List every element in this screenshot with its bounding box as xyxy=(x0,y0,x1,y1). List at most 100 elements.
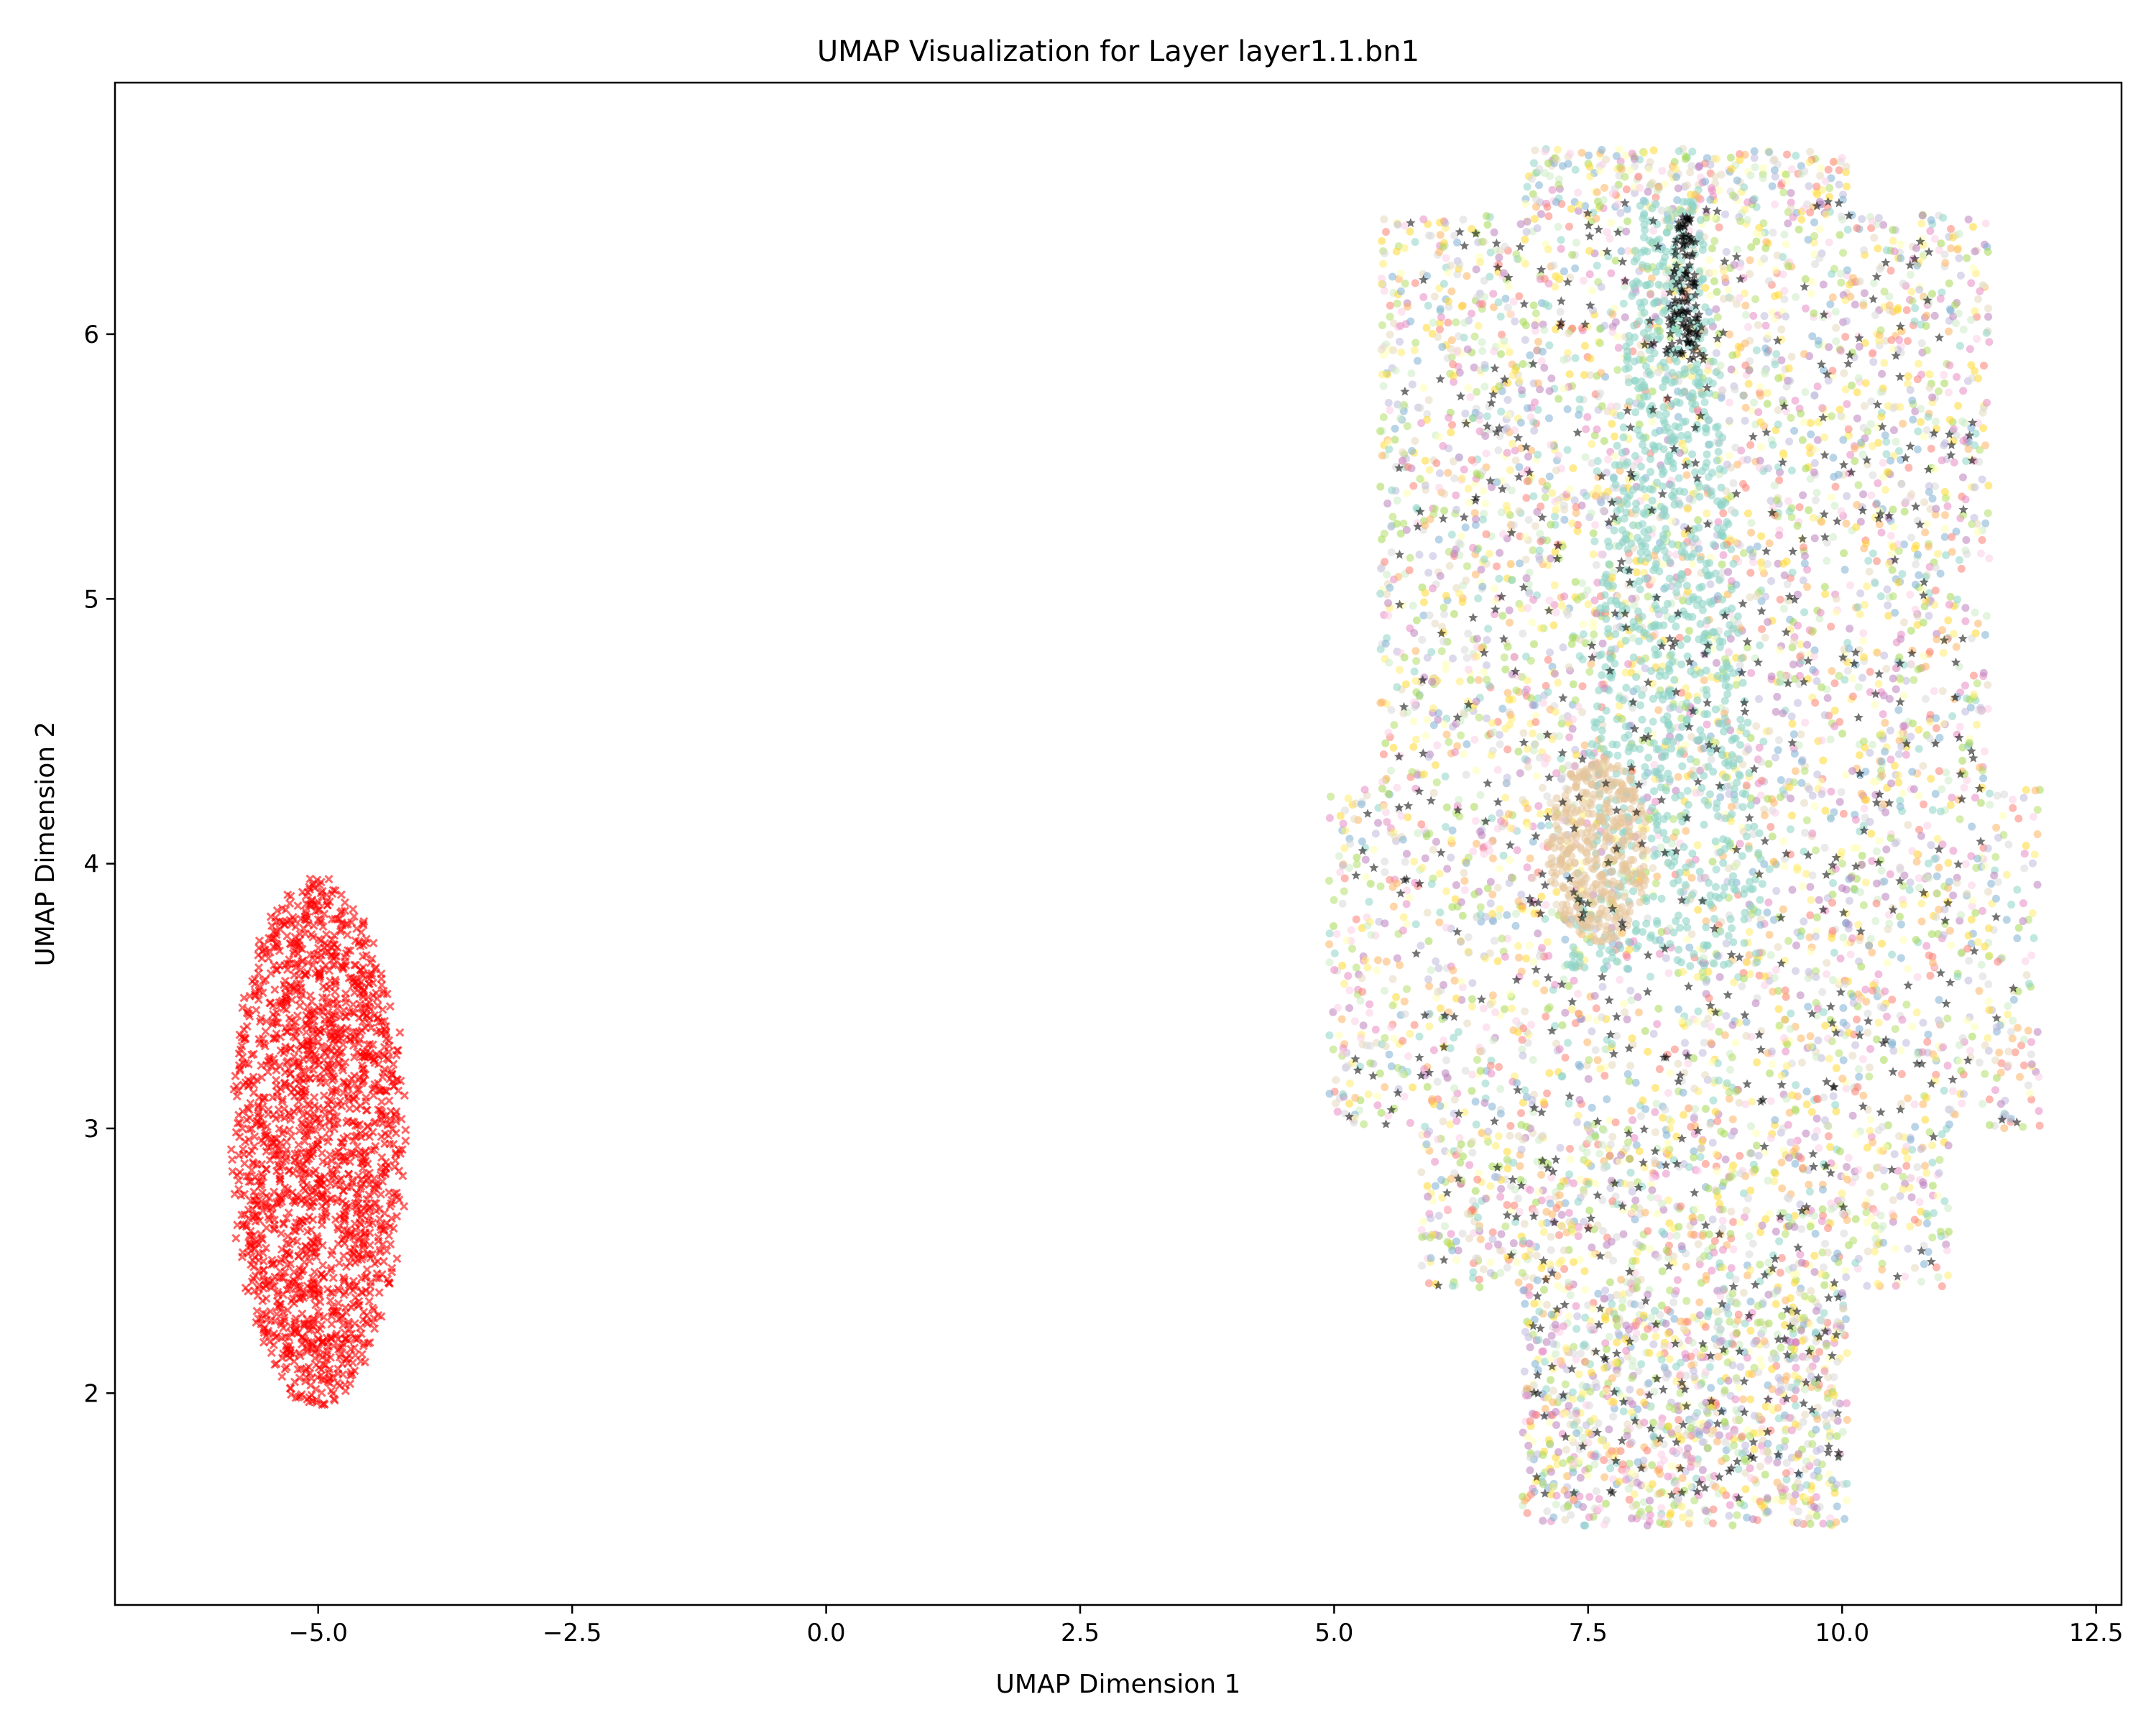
pastel-circle-point xyxy=(1835,798,1844,806)
pastel-circle-point xyxy=(1388,883,1397,891)
pastel-circle-point xyxy=(1736,1363,1745,1371)
pastel-circle-point xyxy=(1521,336,1529,344)
pastel-circle-point xyxy=(1523,404,1531,413)
pastel-circle-point xyxy=(1800,767,1809,776)
pastel-circle-point xyxy=(1401,280,1409,288)
red-x-point xyxy=(338,1066,348,1075)
pastel-circle-point xyxy=(1886,267,1895,275)
red-x-point xyxy=(311,1384,321,1394)
pastel-circle-point xyxy=(1726,1065,1734,1074)
pastel-circle-point xyxy=(1956,271,1965,280)
red-x-point xyxy=(234,1110,244,1120)
red-x-point xyxy=(328,960,338,970)
pastel-circle-point xyxy=(1827,493,1835,502)
pastel-circle-point xyxy=(2030,934,2038,942)
pastel-circle-point xyxy=(1765,727,1774,735)
pastel-circle-point xyxy=(1447,853,1455,862)
pastel-circle-point xyxy=(1836,954,1845,963)
pastel-circle-point xyxy=(1898,570,1907,579)
pastel-circle-point xyxy=(1880,359,1889,367)
red-x-point xyxy=(324,1116,333,1126)
pastel-circle-point xyxy=(1856,589,1865,598)
pastel-circle-point xyxy=(1766,951,1775,960)
red-x-point xyxy=(375,1214,384,1223)
pastel-circle-point xyxy=(1359,1021,1368,1030)
pastel-circle-point xyxy=(1353,853,1361,862)
pastel-circle-point xyxy=(1518,1269,1526,1277)
pastel-circle-point xyxy=(1911,580,1920,589)
pastel-circle-point xyxy=(1445,737,1453,746)
pastel-circle-point xyxy=(1938,626,1947,635)
pastel-circle-point xyxy=(1706,291,1715,300)
pastel-circle-point xyxy=(1746,256,1754,264)
pastel-circle-point xyxy=(1712,1150,1720,1159)
pastel-circle-point xyxy=(1922,1169,1931,1177)
pastel-circle-point xyxy=(1666,1511,1674,1519)
pastel-circle-point xyxy=(1634,1008,1643,1017)
red-x-point xyxy=(349,904,358,914)
pastel-circle-point xyxy=(1649,717,1657,726)
red-x-point xyxy=(364,1297,374,1306)
pastel-circle-point xyxy=(1820,843,1829,852)
pastel-circle-point xyxy=(1780,571,1789,579)
pastel-circle-point xyxy=(1919,618,1927,627)
pastel-circle-point xyxy=(1848,1111,1857,1120)
pastel-circle-point xyxy=(1452,1256,1461,1264)
red-x-point xyxy=(341,1058,350,1067)
pastel-circle-point xyxy=(1913,612,1922,620)
pastel-circle-point xyxy=(1753,542,1761,551)
pastel-circle-point xyxy=(1733,245,1741,254)
pastel-circle-point xyxy=(1708,244,1717,253)
pastel-circle-point xyxy=(1461,523,1470,532)
red-x-point xyxy=(244,1287,253,1296)
pastel-circle-point xyxy=(1981,441,1990,450)
pastel-circle-point xyxy=(1406,1118,1414,1127)
pastel-circle-point xyxy=(1819,756,1828,765)
pastel-circle-point xyxy=(1825,1054,1833,1063)
pastel-circle-point xyxy=(1971,1023,1979,1031)
pastel-circle-point xyxy=(1554,145,1562,154)
pastel-circle-point xyxy=(1928,393,1937,402)
pastel-circle-point xyxy=(1983,398,1991,407)
pastel-circle-point xyxy=(1583,1148,1591,1156)
pastel-circle-point xyxy=(1434,964,1443,972)
pastel-circle-point xyxy=(1473,293,1482,302)
pastel-circle-point xyxy=(1672,1231,1681,1240)
pastel-circle-point xyxy=(1649,1029,1658,1038)
pastel-circle-point xyxy=(1786,1294,1795,1302)
pastel-circle-point xyxy=(1352,963,1360,972)
pastel-circle-point xyxy=(1540,364,1549,372)
pastel-circle-point xyxy=(1746,1395,1755,1404)
pastel-circle-point xyxy=(1797,758,1806,766)
pastel-circle-point xyxy=(1704,1184,1713,1192)
pastel-circle-point xyxy=(1341,827,1350,835)
pastel-circle-point xyxy=(1864,1247,1872,1256)
pastel-circle-point xyxy=(1537,210,1545,218)
pastel-circle-point xyxy=(1364,1090,1373,1099)
pastel-circle-point xyxy=(1474,594,1483,603)
pastel-circle-point xyxy=(1482,1023,1491,1031)
red-x-point xyxy=(390,1162,400,1172)
pastel-circle-point xyxy=(1490,937,1498,945)
pastel-circle-point xyxy=(1812,846,1820,855)
pastel-circle-point xyxy=(1778,1184,1787,1192)
red-x-point xyxy=(294,1251,303,1261)
red-x-point xyxy=(371,1117,380,1127)
red-x-point xyxy=(279,1273,288,1283)
pastel-circle-point xyxy=(1874,1018,1883,1027)
pastel-circle-point xyxy=(1985,1006,1994,1014)
pastel-circle-point xyxy=(1787,413,1795,422)
red-x-point xyxy=(287,920,296,929)
red-x-point xyxy=(302,1128,311,1138)
pastel-circle-point xyxy=(1570,496,1579,505)
pastel-circle-point xyxy=(1607,218,1616,227)
pastel-circle-point xyxy=(1542,901,1550,909)
pastel-circle-point xyxy=(1797,1034,1805,1043)
red-x-point xyxy=(252,1006,261,1015)
pastel-circle-point xyxy=(1802,1129,1810,1138)
pastel-circle-point xyxy=(1732,681,1741,689)
red-x-point xyxy=(271,1114,280,1123)
pastel-circle-point xyxy=(1876,592,1885,601)
pastel-circle-point xyxy=(1710,1236,1719,1245)
red-x-point xyxy=(285,1384,295,1393)
